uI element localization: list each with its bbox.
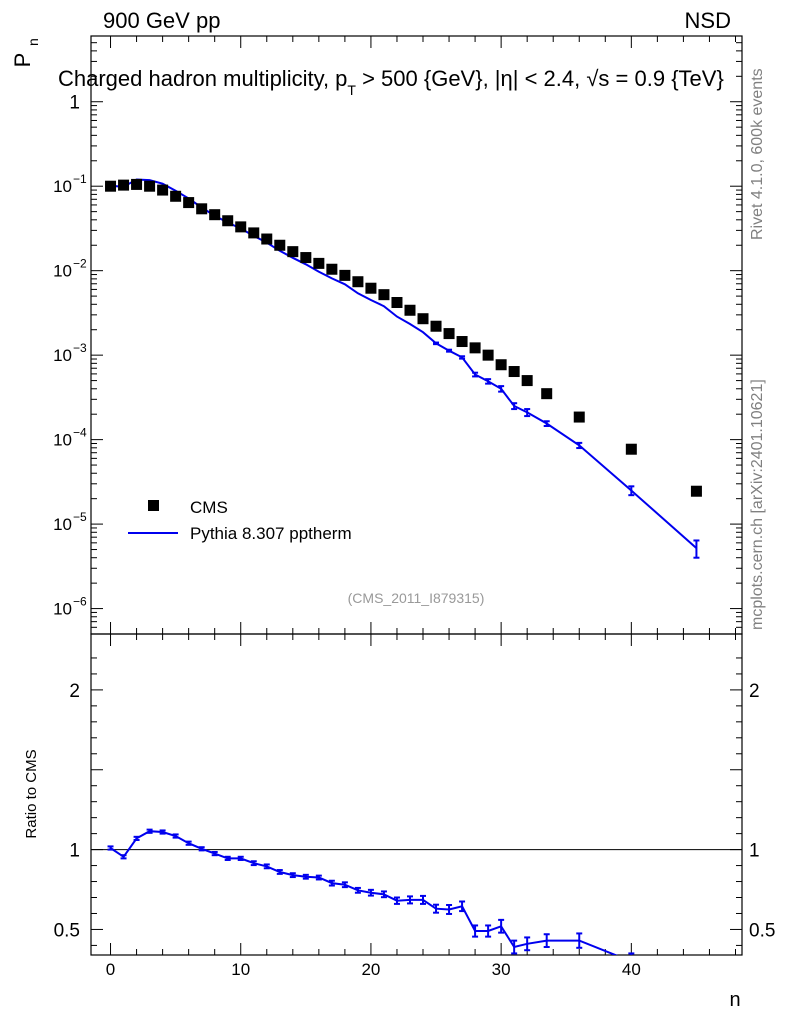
cms-data-point: [339, 269, 351, 281]
ratio-ylabel-text: Ratio to CMS: [23, 749, 40, 838]
main-y-tick-label: 10: [53, 431, 72, 450]
cms-data-point: [157, 184, 169, 196]
main-axis-ticks: [91, 35, 742, 635]
chart-title-b: > 500 {GeV}, |η| < 2.4, √s = 0.9 {TeV}: [356, 66, 724, 91]
legend-label-cms: CMS: [190, 498, 228, 517]
cms-data-point: [300, 252, 312, 264]
cms-data-point: [443, 328, 455, 340]
mcplots-label-group: mcplots.cern.ch [arXiv:2401.10621]: [749, 379, 766, 630]
x-tick-label: 20: [361, 960, 380, 979]
ratio-clipped-group: [107, 828, 635, 955]
main-y-tick-exponent: −3: [73, 341, 87, 355]
ratio-y-tick-label: 0.5: [54, 920, 80, 941]
legend: CMS Pythia 8.307 pptherm: [128, 498, 352, 543]
main-y-tick-exponent: −2: [73, 257, 87, 271]
cms-data-point: [261, 233, 273, 245]
chart-title: Charged hadron multiplicity, pT > 500 {G…: [58, 66, 724, 98]
cms-data-point: [495, 359, 507, 371]
ratio-mc-series: [107, 828, 635, 955]
cms-data-point: [521, 375, 533, 387]
cms-data-point: [482, 349, 494, 361]
cms-data-point: [196, 203, 208, 215]
ratio-y-tick-label: 1: [69, 841, 80, 862]
cms-data-point: [469, 342, 481, 354]
cms-data-point: [417, 313, 429, 325]
chart-title-sub: T: [347, 82, 356, 98]
main-y-tick-label: 10: [53, 600, 72, 619]
ratio-panel-frame: [90, 633, 743, 956]
energy-label: 900 GeV pp: [103, 8, 220, 33]
cms-data-point: [183, 197, 195, 209]
cms-data-point: [508, 366, 520, 378]
x-tick-label: 10: [231, 960, 250, 979]
x-axis-label: n: [729, 989, 740, 1011]
process-label: NSD: [685, 8, 731, 33]
cms-data-point: [573, 411, 585, 423]
cms-data-point: [248, 227, 260, 239]
analysis-label: (CMS_2011_I879315): [348, 590, 485, 606]
ratio-y-tick-label-right: 1: [749, 841, 760, 862]
ratio-y-tick-label-right: 2: [749, 681, 760, 702]
cms-data-point: [131, 178, 143, 190]
main-y-tick-label: 10: [53, 515, 72, 534]
mcplots-label: mcplots.cern.ch [arXiv:2401.10621]: [749, 379, 766, 630]
main-ylabel-sub: n: [25, 38, 41, 46]
rivet-label: Rivet 4.1.0, 600k events: [749, 68, 766, 240]
cms-data-point: [690, 485, 702, 497]
chart-title-a: Charged hadron multiplicity, p: [58, 66, 347, 91]
cms-data-point: [209, 209, 221, 221]
ratio-axis-ticks: [91, 634, 742, 955]
main-y-tick-exponent: −5: [73, 510, 87, 524]
main-y-tick-exponent: −6: [73, 595, 87, 609]
cms-data-point: [326, 263, 338, 275]
ratio-y-tick-label-right: 0.5: [749, 920, 775, 941]
main-y-tick-label: 10: [53, 262, 72, 281]
legend-label-pythia: Pythia 8.307 pptherm: [190, 524, 352, 543]
cms-data-point: [541, 388, 553, 400]
main-y-tick-exponent: −1: [73, 172, 87, 186]
x-tick-label: 30: [492, 960, 511, 979]
main-y-tick-labels: 110−110−210−310−410−510−6: [53, 93, 87, 619]
x-tick-label: 40: [622, 960, 641, 979]
cms-data-point: [430, 320, 442, 332]
cms-data-point: [352, 276, 364, 288]
main-ylabel: P n: [10, 38, 41, 67]
cms-data-point: [287, 246, 299, 258]
main-panel-frame: [90, 35, 743, 635]
main-y-tick-label: 10: [53, 346, 72, 365]
cms-data-point: [118, 179, 130, 191]
x-tick-label: 0: [106, 960, 115, 979]
main-ylabel-text: P: [10, 53, 35, 68]
cms-data-point: [456, 336, 468, 348]
cms-data-point: [274, 239, 286, 251]
cms-data-point: [378, 289, 390, 301]
main-y-tick-exponent: −4: [73, 426, 87, 440]
cms-data-point: [170, 190, 182, 202]
cms-data-point: [144, 180, 156, 192]
rivet-label-group: Rivet 4.1.0, 600k events: [749, 68, 766, 240]
ratio-y-tick-label: 2: [69, 681, 80, 702]
ratio-ylabel: Ratio to CMS: [23, 749, 40, 838]
cms-data-point: [222, 215, 234, 227]
cms-data-point: [365, 282, 377, 294]
mc-line: [110, 178, 698, 549]
cms-data-point: [235, 221, 247, 233]
cms-data-point: [313, 257, 325, 269]
main-data-series: [105, 178, 702, 497]
cms-data-point: [404, 304, 416, 316]
ratio-tick-labels: 0 10 20 30 40 0.5 0.5 1 1 2 2: [54, 681, 776, 979]
main-y-tick-label: 1: [69, 93, 80, 114]
legend-marker-cms: [148, 500, 159, 511]
cms-data-point: [625, 443, 637, 455]
cms-data-point: [105, 180, 117, 192]
cms-data-point: [391, 297, 403, 309]
main-y-tick-label: 10: [53, 177, 72, 196]
